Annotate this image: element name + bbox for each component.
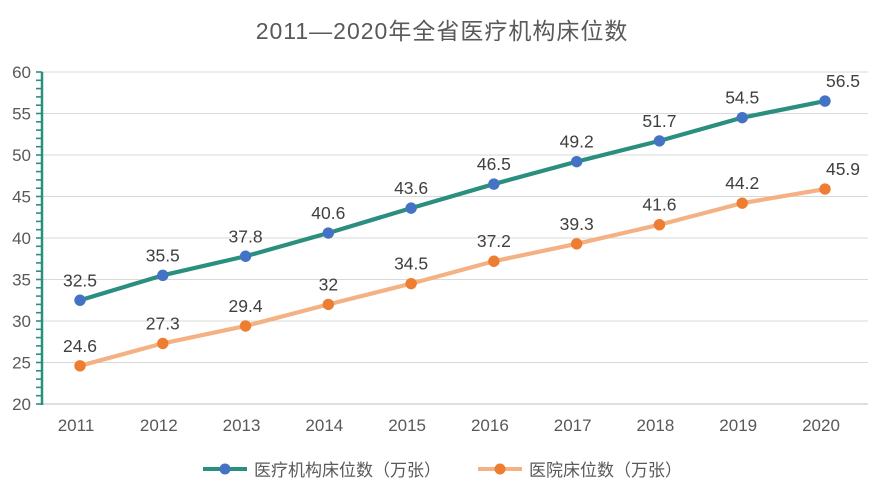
y-axis-tick-label: 30: [12, 312, 31, 331]
y-axis-tick-label: 35: [12, 271, 31, 290]
data-label: 43.6: [394, 178, 428, 198]
data-label: 34.5: [394, 254, 428, 274]
data-label: 29.4: [229, 296, 263, 316]
data-label: 32: [319, 274, 338, 294]
data-point-marker: [488, 178, 500, 190]
data-point-marker: [322, 298, 335, 311]
data-point-marker: [819, 183, 831, 195]
data-point-marker: [570, 155, 583, 168]
data-point-marker: [653, 135, 666, 147]
series-line: [77, 186, 828, 368]
data-point-marker: [736, 111, 748, 124]
data-label: 32.5: [63, 270, 97, 290]
legend-item-medical-institution-beds: 医疗机构床位数（万张）: [202, 456, 441, 481]
data-label: 56.5: [826, 71, 860, 91]
data-label: 39.3: [560, 214, 594, 234]
y-axis-tick-label: 60: [12, 63, 31, 82]
data-label: 35.5: [146, 245, 180, 265]
y-axis-tick-label: 20: [12, 395, 31, 414]
x-axis-tick-label: 2018: [637, 416, 675, 435]
data-label: 51.7: [642, 111, 676, 131]
series-line: [77, 98, 828, 303]
data-point-marker: [405, 202, 417, 214]
y-axis-tick-label: 55: [12, 105, 31, 124]
y-axis-tick-label: 45: [12, 188, 31, 207]
legend-line-marker-icon: [203, 463, 247, 474]
x-axis-tick-label: 2015: [388, 416, 426, 435]
x-axis-tick-label: 2011: [58, 416, 95, 435]
x-axis-tick-label: 2017: [554, 416, 592, 435]
data-label: 37.8: [229, 226, 263, 246]
data-label: 49.2: [560, 132, 594, 152]
data-label: 45.9: [826, 159, 860, 179]
legend-label: 医院床位数（万张）: [529, 461, 682, 480]
y-axis-tick-label: 40: [12, 229, 31, 248]
legend-item-hospital-beds: 医院床位数（万张）: [477, 456, 682, 481]
chart-title: 2011—2020年全省医疗机构床位数: [255, 18, 629, 44]
data-label: 41.6: [642, 195, 676, 215]
data-label: 24.6: [63, 336, 97, 356]
data-point-marker: [239, 320, 252, 332]
y-axis-tick-label: 25: [12, 354, 31, 373]
x-axis-tick-label: 2014: [305, 416, 343, 435]
data-point-marker: [653, 219, 666, 231]
chart-legend: 医疗机构床位数（万张） 医院床位数（万张）: [0, 456, 884, 481]
x-axis-tick-label: 2013: [223, 416, 261, 435]
data-point-marker: [74, 360, 86, 372]
legend-label: 医疗机构床位数（万张）: [254, 461, 441, 480]
data-point-marker: [736, 197, 748, 209]
y-axis-tick-label: 50: [12, 146, 31, 165]
legend-line-marker-icon: [478, 463, 522, 474]
data-label: 40.6: [311, 203, 345, 223]
data-point-marker: [322, 227, 335, 239]
data-point-marker: [157, 337, 169, 350]
x-axis-tick-label: 2020: [802, 416, 840, 435]
x-axis-tick-label: 2019: [719, 416, 757, 435]
data-point-marker: [405, 277, 417, 290]
data-point-marker: [819, 95, 831, 107]
data-point-marker: [74, 294, 86, 306]
x-axis-tick-label: 2012: [140, 416, 178, 435]
data-label: 44.2: [725, 173, 759, 193]
data-label: 54.5: [725, 88, 759, 108]
data-label: 37.2: [477, 231, 511, 251]
data-label: 27.3: [146, 313, 180, 333]
data-point-marker: [239, 250, 252, 262]
data-label: 46.5: [477, 154, 511, 174]
data-point-marker: [488, 255, 500, 267]
x-axis-tick-label: 2016: [471, 416, 509, 435]
data-point-marker: [157, 269, 169, 282]
data-point-marker: [570, 238, 583, 250]
